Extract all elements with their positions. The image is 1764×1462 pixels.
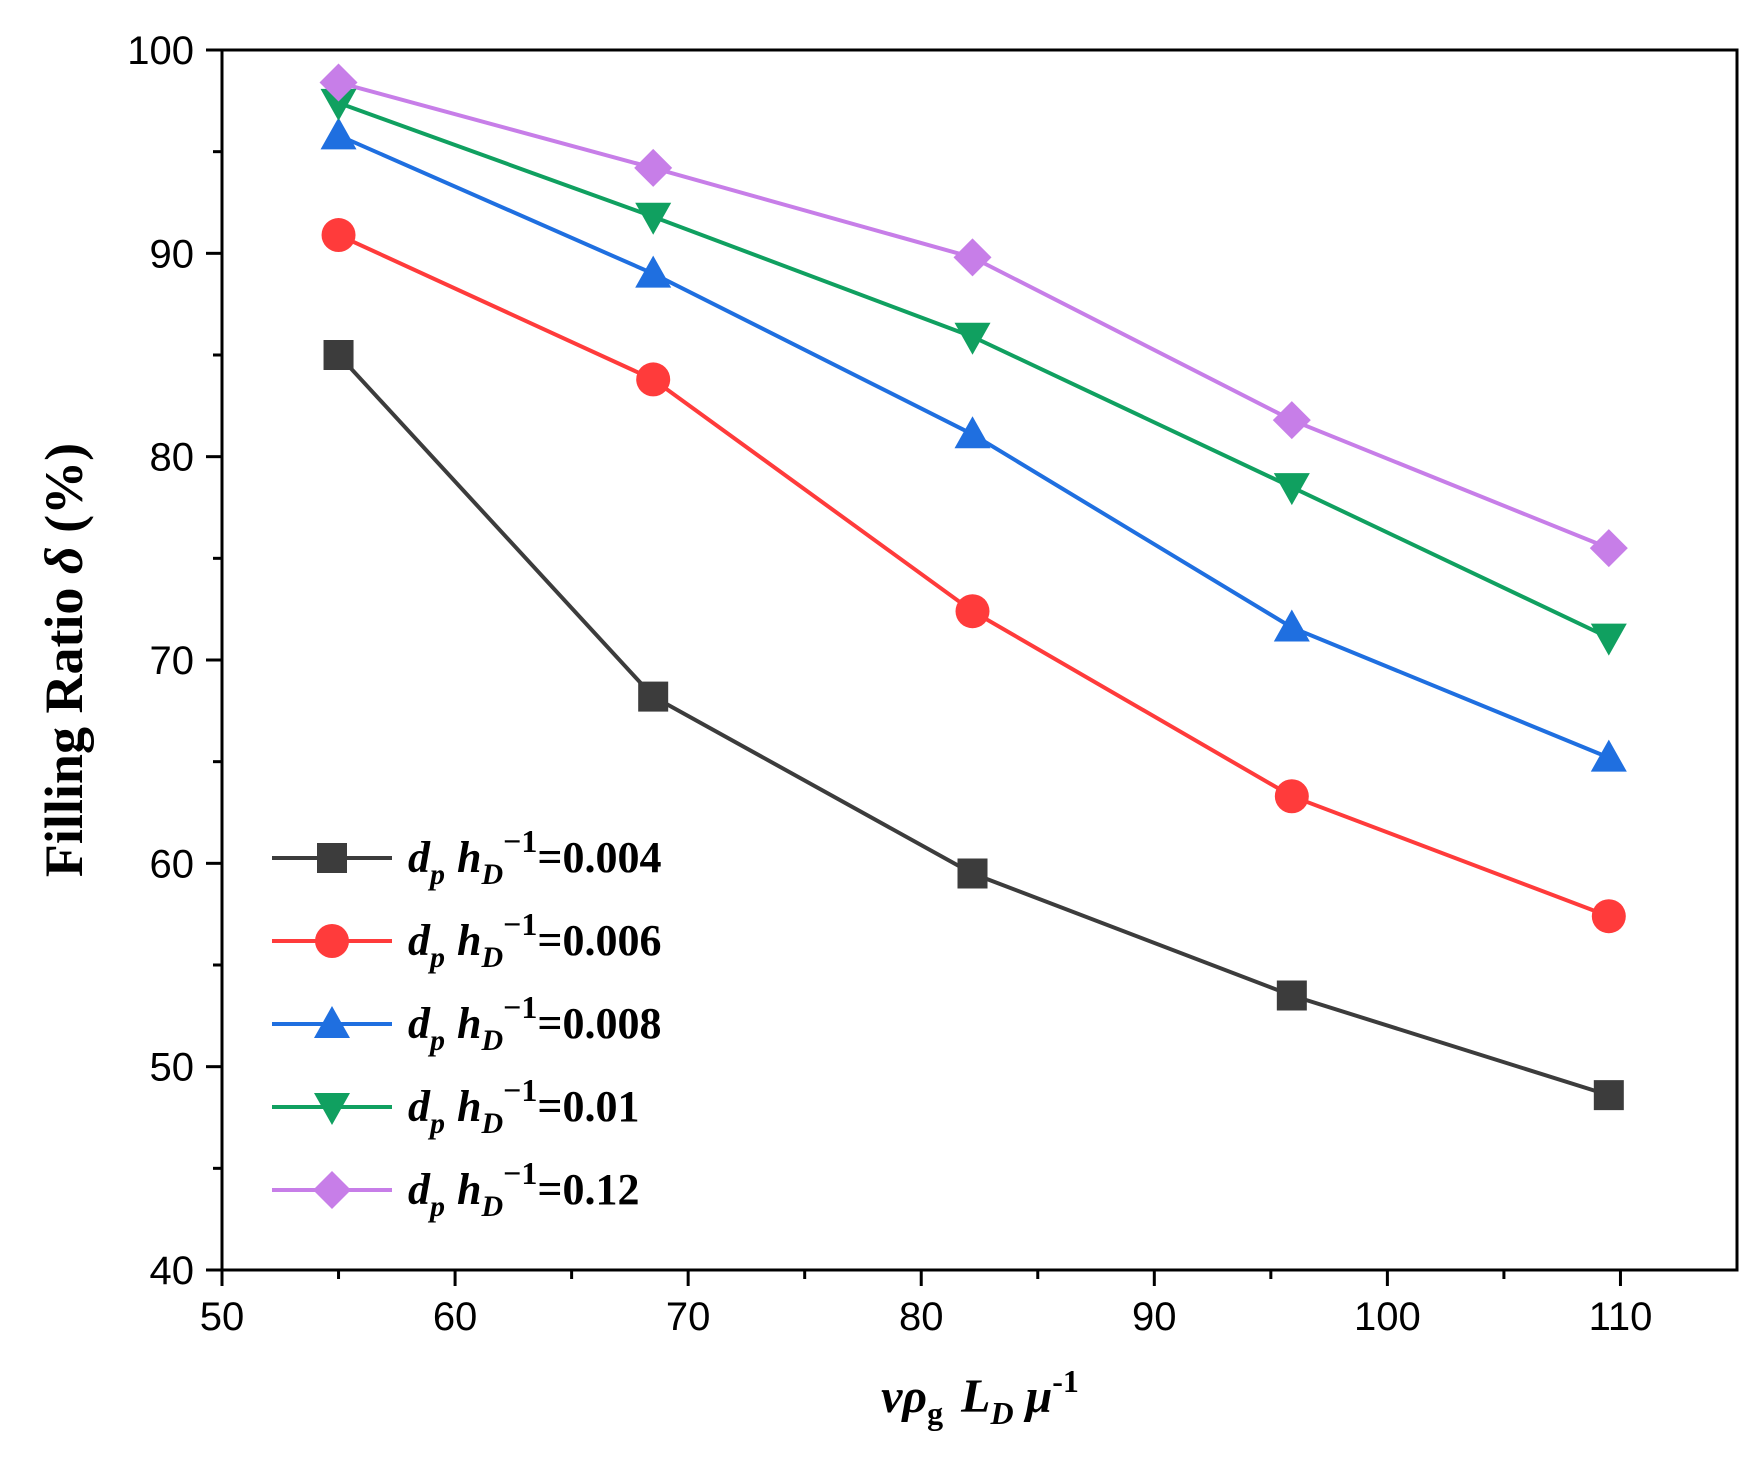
data-point-5 bbox=[634, 148, 673, 187]
plot-frame bbox=[220, 48, 1739, 1272]
data-point-1 bbox=[323, 340, 354, 370]
y-tick-label: 70 bbox=[150, 639, 195, 683]
data-point-3 bbox=[954, 416, 991, 449]
data-point-1 bbox=[957, 858, 988, 889]
legend-marker bbox=[313, 1171, 351, 1209]
y-tick-label: 50 bbox=[150, 1046, 195, 1090]
data-point-3 bbox=[1273, 609, 1310, 642]
data-point-5 bbox=[319, 63, 358, 102]
legend-label: dp hD−1=0.12 bbox=[408, 1155, 639, 1223]
legend-label: dp hD−1=0.006 bbox=[408, 906, 661, 974]
y-tick-label: 90 bbox=[150, 232, 195, 276]
x-axis-title: vρg LD μ-1 bbox=[881, 1363, 1079, 1431]
series-line-1 bbox=[337, 353, 1610, 1098]
x-tick-label: 70 bbox=[666, 1295, 711, 1339]
x-tick-label: 80 bbox=[899, 1295, 944, 1339]
y-axis-title: Filling Ratio δ (%) bbox=[34, 443, 94, 877]
data-point-3 bbox=[1590, 739, 1627, 772]
data-point-4 bbox=[954, 322, 991, 355]
y-tick-label: 100 bbox=[127, 29, 194, 73]
series-lines bbox=[337, 80, 1610, 1098]
legend-label: dp hD−1=0.004 bbox=[408, 823, 661, 891]
data-point-4 bbox=[635, 202, 672, 235]
data-point-2 bbox=[636, 362, 671, 397]
data-point-4 bbox=[1273, 473, 1310, 506]
data-point-5 bbox=[1589, 529, 1628, 568]
data-point-2 bbox=[1591, 899, 1626, 934]
legend-marker bbox=[315, 924, 349, 958]
x-tick-label: 110 bbox=[1589, 1295, 1653, 1339]
legend: dp hD−1=0.004 dp hD−1=0.006 dp hD−1=0.008 dp hD… bbox=[272, 823, 661, 1223]
x-tick-label: 60 bbox=[433, 1295, 478, 1339]
x-tick-label: 100 bbox=[1354, 1295, 1421, 1339]
data-point-2 bbox=[321, 218, 356, 253]
series-markers bbox=[319, 63, 1628, 1111]
y-tick-label: 60 bbox=[150, 842, 195, 886]
series-line-4 bbox=[337, 100, 1610, 640]
data-point-5 bbox=[953, 238, 992, 277]
data-point-1 bbox=[1593, 1080, 1624, 1111]
legend-marker bbox=[314, 1006, 350, 1038]
data-point-5 bbox=[1272, 401, 1311, 440]
x-tick-label: 90 bbox=[1132, 1295, 1177, 1339]
x-tick-label: 50 bbox=[200, 1295, 245, 1339]
legend-label: dp hD−1=0.008 bbox=[408, 989, 661, 1057]
data-point-3 bbox=[320, 117, 357, 150]
legend-marker bbox=[314, 1093, 350, 1125]
data-point-2 bbox=[955, 594, 990, 629]
data-point-4 bbox=[320, 88, 357, 121]
data-point-1 bbox=[1276, 980, 1307, 1011]
legend-label: dp hD−1=0.01 bbox=[408, 1072, 639, 1140]
y-tick-label: 80 bbox=[150, 436, 195, 480]
data-point-4 bbox=[1590, 623, 1627, 656]
series-line-5 bbox=[338, 80, 1610, 551]
legend-marker bbox=[317, 843, 347, 873]
data-point-2 bbox=[1274, 779, 1309, 814]
y-tick-label: 40 bbox=[150, 1249, 195, 1293]
data-point-3 bbox=[635, 255, 672, 288]
data-point-1 bbox=[638, 681, 669, 712]
